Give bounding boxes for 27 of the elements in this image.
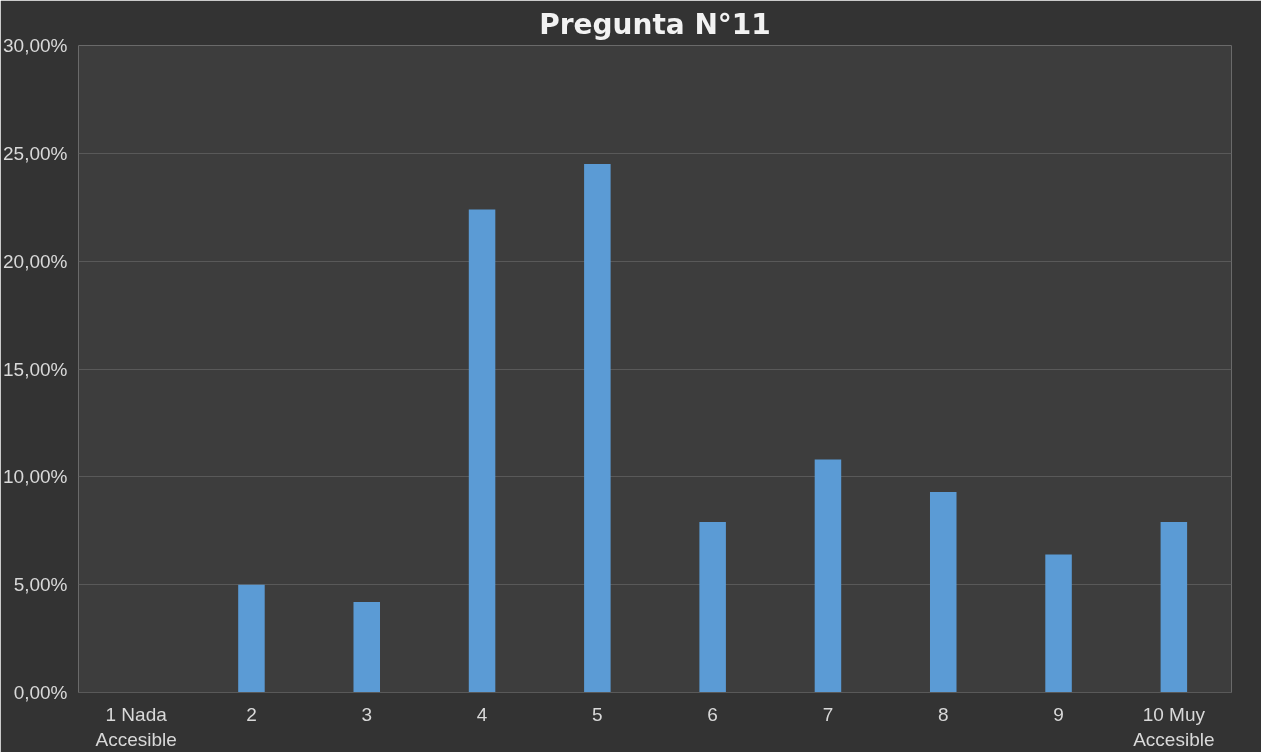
- x-tick-label: 8: [937, 703, 949, 725]
- bar: [929, 491, 957, 693]
- bar: [699, 522, 726, 693]
- y-tick-label: 20,00%: [3, 250, 68, 272]
- y-tick-label: 30,00%: [3, 35, 68, 56]
- bar: [238, 584, 265, 693]
- y-tick-label: 15,00%: [3, 358, 68, 380]
- x-tick-label: 6: [707, 703, 718, 725]
- bar: [353, 601, 381, 693]
- x-tick-label: 7: [822, 703, 834, 725]
- y-tick-label: 0,00%: [13, 682, 68, 703]
- y-tick-label: 25,00%: [3, 142, 68, 164]
- x-tick-label: 10 Muy Accesible: [1133, 703, 1215, 750]
- x-tick-label: 4: [476, 703, 488, 725]
- x-tick-label: 5: [592, 703, 603, 725]
- y-tick-label: 5,00%: [13, 574, 68, 596]
- bar: [1045, 554, 1072, 693]
- x-tick-label: 9: [1053, 703, 1064, 725]
- x-tick-label: 3: [361, 703, 373, 725]
- bar: [468, 209, 496, 693]
- chart-title: Pregunta N°11: [539, 7, 771, 41]
- x-tick-label: 2: [246, 703, 257, 725]
- bar: [584, 164, 611, 693]
- bar: [1160, 522, 1188, 693]
- y-tick-label: 10,00%: [3, 466, 68, 488]
- x-tick-label: 1 Nada Accesible: [95, 703, 177, 750]
- bar: [814, 459, 842, 693]
